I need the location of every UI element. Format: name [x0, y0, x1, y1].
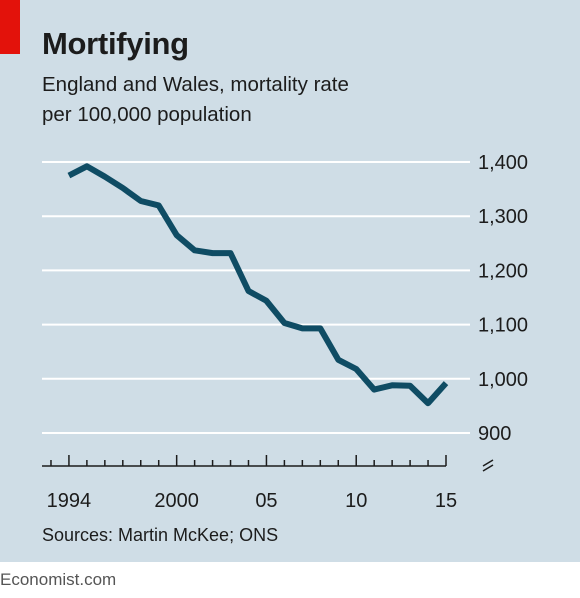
y-axis-labels: 900 1,000 1,100 1,200 1,300 1,400 [478, 152, 528, 445]
x-tick-label: 15 [435, 490, 457, 512]
y-tick-label: 1,200 [478, 260, 528, 282]
brand-flag [0, 0, 20, 54]
source-note: Sources: Martin McKee; ONS [42, 525, 279, 545]
y-tick-label: 1,300 [478, 206, 528, 228]
x-tick-label: 2000 [154, 490, 199, 512]
axis-break-icon [482, 459, 494, 472]
x-tick-label: 05 [255, 490, 277, 512]
chart-subtitle: England and Wales, mortality rate per 10… [42, 70, 349, 130]
x-axis-labels: 1994 2000 05 10 15 [47, 490, 457, 512]
y-tick-label: 900 [478, 423, 511, 445]
y-tick-label: 1,000 [478, 369, 528, 391]
x-tick-label: 10 [345, 490, 367, 512]
chart-title: Mortifying [42, 26, 189, 61]
chart-subtitle-line-1: England and Wales, mortality rate [42, 73, 349, 96]
chart-subtitle-line-2: per 100,000 population [42, 103, 252, 126]
x-tick-label: 1994 [47, 490, 92, 512]
y-tick-label: 1,400 [478, 152, 528, 174]
credit-text: Economist.com [0, 570, 117, 589]
chart-panel [0, 0, 580, 562]
series-line-1 [67, 163, 449, 407]
x-axis [42, 455, 447, 467]
grid-lines [42, 161, 470, 434]
series-lines [67, 163, 449, 407]
y-tick-label: 1,100 [478, 315, 528, 337]
